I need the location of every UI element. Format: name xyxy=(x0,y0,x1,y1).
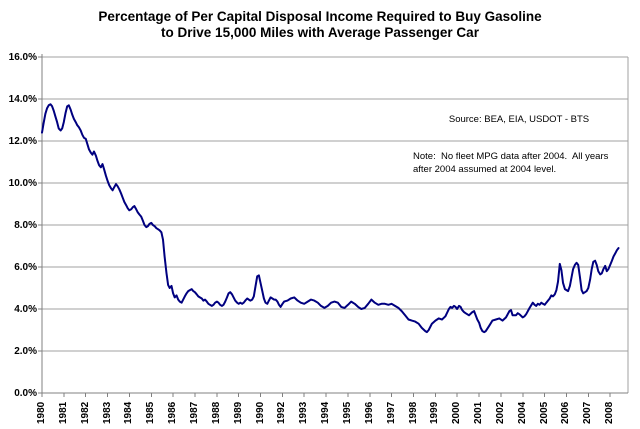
y-axis-label: 2.0% xyxy=(14,346,37,357)
x-axis-label: 2006 xyxy=(560,401,572,424)
x-axis-label: 1985 xyxy=(145,401,157,424)
x-axis-label: 2000 xyxy=(451,401,463,424)
x-axis-label: 1987 xyxy=(188,401,200,424)
x-axis-label: 1984 xyxy=(123,401,135,424)
x-axis-label: 2007 xyxy=(582,401,594,424)
note-line1: Note: No fleet MPG data after 2004. All … xyxy=(413,151,609,162)
x-axis-label: 1999 xyxy=(429,401,441,424)
x-axis-label: 1996 xyxy=(363,401,375,424)
x-axis-label: 1981 xyxy=(57,401,69,424)
note-annotation: Note: No fleet MPG data after 2004. All … xyxy=(413,150,633,176)
x-axis-label: 1994 xyxy=(320,401,332,424)
chart-title-line1: Percentage of Per Capital Disposal Incom… xyxy=(98,9,542,24)
y-axis-label: 10.0% xyxy=(8,178,37,189)
y-axis-label: 14.0% xyxy=(8,94,37,105)
x-axis-label: 2004 xyxy=(516,401,528,424)
x-axis-label: 1980 xyxy=(36,401,47,424)
y-axis-label: 8.0% xyxy=(14,220,37,231)
note-line2: after 2004 assumed at 2004 level. xyxy=(413,164,557,175)
y-axis-label: 0.0% xyxy=(14,388,37,399)
data-series-line xyxy=(41,103,620,334)
y-axis-label: 4.0% xyxy=(14,304,37,315)
x-axis-label: 2001 xyxy=(473,401,485,424)
x-axis-label: 1997 xyxy=(385,401,397,424)
y-axis-label: 6.0% xyxy=(14,262,37,273)
x-axis-label: 1989 xyxy=(232,401,244,424)
source-annotation: Source: BEA, EIA, USDOT - BTS xyxy=(448,114,590,125)
x-axis-label: 1993 xyxy=(298,401,310,424)
x-axis-label: 2008 xyxy=(604,401,616,424)
x-axis-label: 1990 xyxy=(254,401,266,424)
y-axis-label: 16.0% xyxy=(8,52,37,63)
x-axis-label: 2005 xyxy=(538,401,550,424)
x-axis-label: 1982 xyxy=(79,401,91,424)
y-axis-label: 12.0% xyxy=(8,136,37,147)
x-axis-label: 1983 xyxy=(101,401,113,424)
x-axis-label: 1998 xyxy=(407,401,419,424)
x-axis-label: 1995 xyxy=(341,401,353,424)
x-axis-label: 1986 xyxy=(167,401,179,424)
chart-title: Percentage of Per Capital Disposal Incom… xyxy=(0,9,640,41)
chart-title-line2: to Drive 15,000 Miles with Average Passe… xyxy=(161,25,479,40)
x-axis-label: 1988 xyxy=(210,401,222,424)
x-axis-label: 2002 xyxy=(494,401,506,424)
x-axis-label: 1992 xyxy=(276,401,288,424)
